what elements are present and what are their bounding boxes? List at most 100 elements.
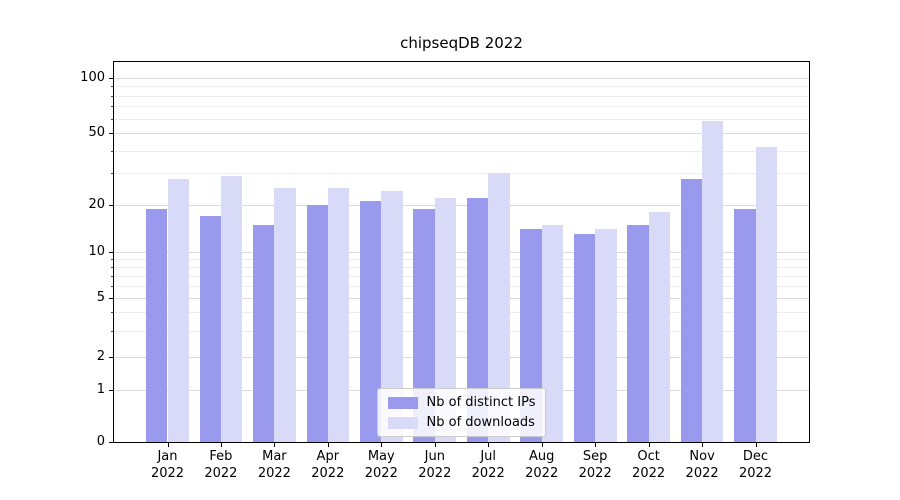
- legend-label-ips: Nb of distinct IPs: [426, 395, 536, 410]
- y-minor-tick: [111, 150, 113, 152]
- major-gridline: [114, 357, 809, 358]
- y-minor-tick: [111, 312, 113, 314]
- x-tick-label: Nov 2022: [685, 449, 719, 481]
- x-tick: [434, 443, 436, 447]
- x-tick: [595, 443, 597, 447]
- y-tick: [109, 133, 113, 134]
- minor-gridline: [114, 118, 809, 120]
- minor-gridline: [114, 275, 809, 277]
- bar-downloads: [541, 224, 564, 442]
- x-tick: [167, 443, 169, 447]
- y-tick: [109, 442, 113, 443]
- x-tick-label: Oct 2022: [632, 449, 666, 481]
- x-tick: [274, 443, 276, 447]
- minor-gridline: [114, 86, 809, 88]
- bar-distinct-ips: [306, 205, 328, 442]
- x-tick-label: May 2022: [364, 449, 398, 481]
- minor-gridline: [114, 173, 809, 175]
- bar-downloads: [755, 146, 777, 442]
- x-tick: [220, 443, 222, 447]
- bar-distinct-ips: [734, 208, 756, 442]
- y-tick-label: 2: [96, 349, 105, 364]
- chart-title: chipseqDB 2022: [400, 34, 523, 52]
- minor-gridline: [114, 266, 809, 268]
- minor-gridline: [114, 259, 809, 260]
- minor-gridline: [114, 150, 809, 152]
- bar-distinct-ips: [573, 234, 596, 442]
- minor-gridline: [114, 95, 809, 97]
- y-minor-tick: [111, 118, 113, 120]
- minor-gridline: [114, 312, 809, 314]
- y-tick: [109, 78, 113, 79]
- bar-downloads: [327, 187, 350, 442]
- bar-downloads: [702, 121, 724, 442]
- major-gridline: [114, 205, 809, 206]
- minor-gridline: [114, 106, 809, 108]
- bar-downloads: [167, 178, 189, 442]
- bar-distinct-ips: [627, 224, 649, 442]
- bar-distinct-ips: [680, 178, 703, 442]
- bar-distinct-ips: [466, 197, 489, 442]
- plot-area: Nb of distinct IPs Nb of downloads: [113, 61, 810, 443]
- y-tick: [109, 205, 113, 206]
- y-tick-label: 100: [80, 70, 105, 85]
- y-minor-tick: [111, 86, 113, 88]
- y-minor-tick: [111, 95, 113, 97]
- x-tick-label: Jul 2022: [471, 449, 505, 481]
- minor-gridline: [114, 285, 809, 287]
- y-tick: [109, 252, 113, 253]
- x-tick: [702, 443, 704, 447]
- x-tick-label: Jan 2022: [150, 449, 185, 481]
- x-tick: [327, 443, 329, 447]
- legend-item-downloads: Nb of downloads: [387, 415, 536, 430]
- bar-distinct-ips: [413, 208, 435, 442]
- x-tick: [648, 443, 650, 447]
- minor-gridline: [114, 330, 809, 332]
- x-tick-label: Mar 2022: [257, 449, 291, 481]
- x-tick-label: Apr 2022: [311, 449, 345, 481]
- y-tick: [109, 390, 113, 391]
- bar-downloads: [220, 175, 243, 442]
- x-tick: [488, 443, 490, 447]
- bar-distinct-ips: [253, 224, 275, 442]
- bar-downloads: [648, 212, 670, 442]
- y-minor-tick: [111, 266, 113, 268]
- y-minor-tick: [111, 275, 113, 277]
- y-minor-tick: [111, 173, 113, 175]
- legend-swatch-downloads: [387, 416, 418, 429]
- y-tick-label: 0: [96, 434, 105, 449]
- y-tick-label: 5: [96, 290, 105, 305]
- x-tick: [381, 443, 383, 447]
- bar-distinct-ips: [359, 201, 382, 442]
- y-minor-tick: [111, 106, 113, 108]
- major-gridline: [114, 252, 809, 253]
- legend-item-ips: Nb of distinct IPs: [387, 395, 536, 410]
- legend: Nb of distinct IPs Nb of downloads: [376, 388, 547, 437]
- major-gridline: [114, 133, 809, 134]
- x-tick-label: Feb 2022: [204, 449, 238, 481]
- y-tick-label: 20: [88, 197, 105, 212]
- bar-downloads: [381, 190, 403, 442]
- y-minor-tick: [111, 259, 113, 260]
- legend-swatch-ips: [387, 396, 418, 409]
- x-tick-label: Dec 2022: [738, 449, 773, 481]
- y-tick: [109, 298, 113, 299]
- y-minor-tick: [111, 285, 113, 287]
- x-tick-label: Jun 2022: [418, 449, 452, 481]
- bar-distinct-ips: [199, 216, 221, 442]
- y-tick-label: 1: [96, 382, 105, 397]
- bar-downloads: [274, 187, 296, 442]
- bar-downloads: [434, 197, 457, 442]
- x-tick: [755, 443, 757, 447]
- major-gridline: [114, 298, 809, 299]
- x-tick-label: Aug 2022: [525, 449, 559, 481]
- legend-label-downloads: Nb of downloads: [426, 415, 535, 430]
- y-tick-label: 10: [88, 244, 105, 259]
- bar-downloads: [488, 173, 510, 442]
- x-tick-label: Sep 2022: [578, 449, 612, 481]
- y-tick: [109, 357, 113, 358]
- bar-distinct-ips: [146, 208, 168, 442]
- x-tick: [541, 443, 543, 447]
- bar-downloads: [595, 229, 617, 442]
